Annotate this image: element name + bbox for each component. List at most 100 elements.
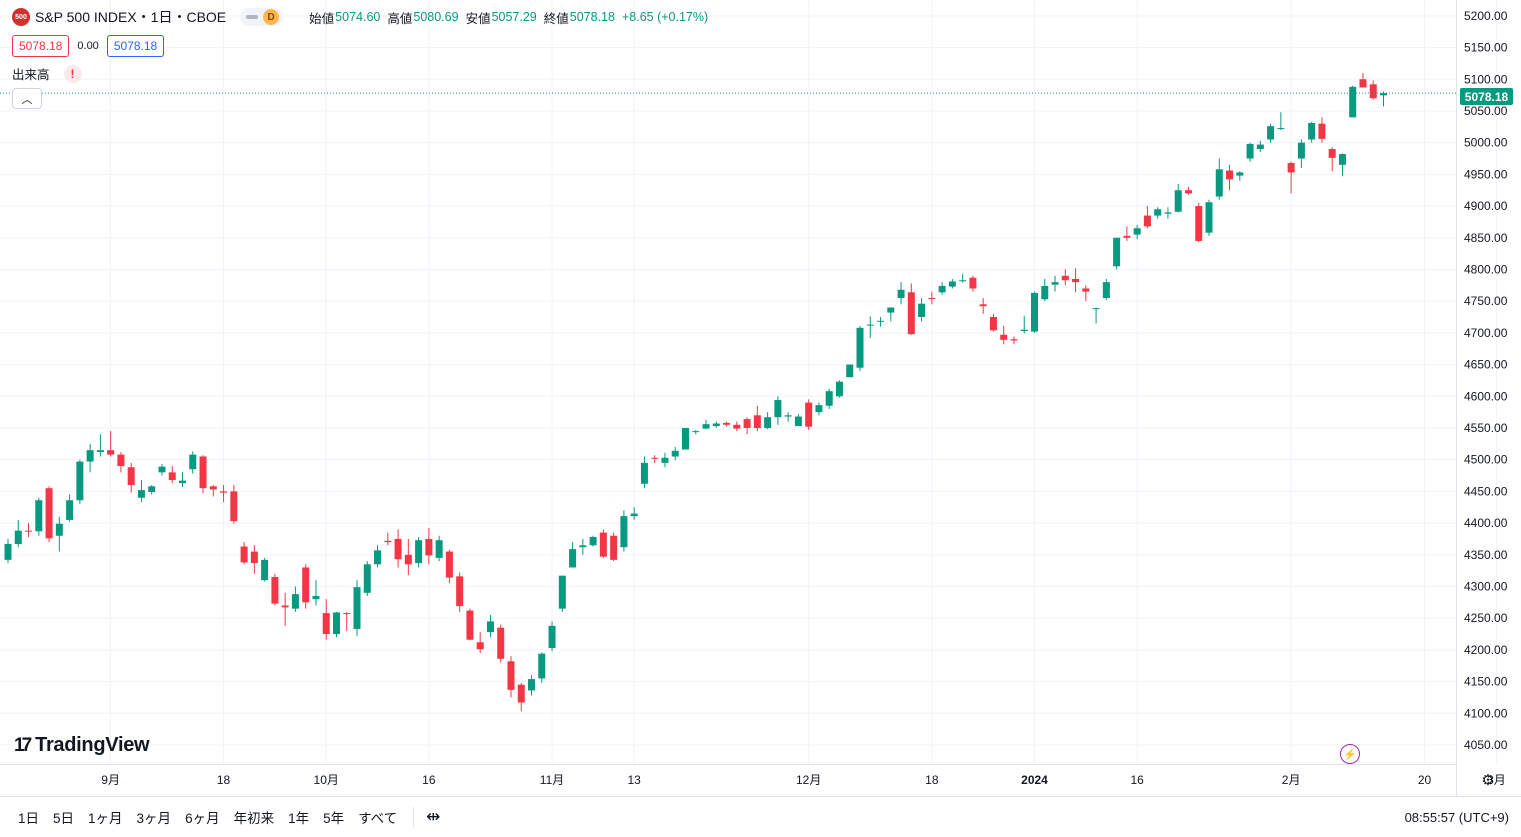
brand-name: TradingView	[35, 734, 150, 756]
candle	[1102, 278, 1110, 300]
candle-body	[1143, 215, 1151, 227]
order-buttons: 5078.18 0.00 5078.18	[12, 35, 165, 57]
candle	[25, 523, 33, 538]
price-tick-label: 4400.00	[1464, 516, 1508, 530]
candle-body	[774, 400, 782, 418]
price-tick-label: 4300.00	[1464, 579, 1508, 593]
lightning-icon[interactable]: ⚡	[1340, 744, 1360, 764]
timeframe-5y[interactable]: 5年	[323, 811, 345, 826]
alert-icon[interactable]: !	[63, 64, 82, 83]
candle-body	[271, 576, 279, 604]
candle	[692, 429, 700, 435]
candle	[856, 325, 864, 371]
market-status-icon	[246, 15, 259, 19]
buy-button[interactable]: 5078.18	[106, 35, 165, 57]
candle-body	[240, 546, 248, 563]
candle	[969, 275, 977, 292]
price-tick-label: 4450.00	[1464, 484, 1508, 498]
candle-body	[1380, 93, 1388, 96]
high-label: 高値	[387, 11, 413, 26]
gear-icon[interactable]: ⚙	[1481, 772, 1495, 789]
data-delay-badge[interactable]: D	[263, 9, 280, 25]
time-tick-label: 2024	[1021, 773, 1048, 787]
candle-body	[517, 684, 525, 703]
timeframe-5d[interactable]: 5日	[53, 811, 75, 826]
timeframe-3m[interactable]: 3ヶ月	[136, 811, 172, 826]
timeframe-ytd[interactable]: 年初来	[233, 811, 275, 826]
candle-body	[466, 610, 474, 640]
change-value: +8.65 (+0.17%)	[621, 10, 709, 24]
candle-body	[1051, 282, 1059, 285]
clock-timezone[interactable]: 08:55:57 (UTC+9)	[1404, 809, 1509, 825]
candle-body	[497, 627, 505, 659]
candle-body	[179, 480, 187, 484]
last-price-label: 5078.18	[1460, 88, 1513, 105]
timeframe-6m[interactable]: 6ヶ月	[185, 811, 220, 826]
calendar-range-icon[interactable]: ⇹	[426, 807, 441, 826]
price-tick-label: 5200.00	[1464, 9, 1508, 23]
candle-body	[261, 559, 269, 581]
candle-body	[230, 491, 238, 522]
candle	[35, 497, 43, 536]
candle	[1164, 207, 1172, 219]
candle	[764, 412, 772, 430]
time-tick-label: 11月	[540, 773, 564, 787]
candle	[1287, 161, 1295, 194]
candle	[548, 621, 556, 652]
candle-body	[1092, 308, 1100, 310]
timeframe-all[interactable]: すべて	[358, 811, 398, 826]
candle	[1041, 278, 1049, 302]
chart-grid	[0, 0, 1497, 764]
candle	[959, 273, 967, 283]
timeframe-1d[interactable]: 1日	[18, 811, 40, 826]
candle	[794, 414, 802, 427]
time-tick-label: 13	[627, 773, 641, 787]
candle-body	[692, 431, 700, 433]
candle	[651, 455, 659, 463]
candle-body	[1359, 79, 1367, 88]
candle	[784, 412, 792, 422]
candle-body	[866, 324, 874, 326]
timeframe-1y[interactable]: 1年	[288, 811, 310, 826]
candle-body	[548, 625, 556, 648]
candle-body	[1164, 212, 1172, 214]
candle-body	[445, 551, 453, 578]
candle-body	[425, 538, 433, 556]
interval-pill[interactable]: D	[240, 8, 284, 26]
candle	[866, 316, 874, 338]
candle-body	[1318, 123, 1326, 139]
candle-body	[723, 422, 731, 425]
candle-body	[1328, 148, 1336, 158]
symbol-title[interactable]: S&P 500 INDEX・1日・CBOE	[35, 9, 227, 25]
candle-body	[630, 513, 638, 517]
candle	[558, 575, 566, 612]
candle-body	[35, 500, 43, 532]
timeframe-1m[interactable]: 1ヶ月	[88, 811, 123, 826]
candle	[456, 572, 464, 612]
candle-body	[610, 535, 618, 560]
candle-body	[1236, 172, 1244, 176]
symbol-logo-icon[interactable]: 500	[12, 8, 30, 26]
candle	[579, 538, 587, 555]
price-tick-label: 4150.00	[1464, 675, 1508, 689]
candle	[517, 682, 525, 712]
volume-label[interactable]: 出来高	[12, 68, 50, 82]
low-value: 5057.29	[491, 10, 537, 24]
candle-body	[384, 540, 392, 543]
candle-body	[343, 613, 351, 615]
candle-body	[250, 551, 258, 564]
candle-body	[394, 538, 402, 560]
price-chart[interactable]: 4050.00 4100.00 4150.00 4200.00 4250.00 4300.…	[0, 0, 1521, 796]
candle	[415, 537, 423, 568]
price-tick-label: 4850.00	[1464, 231, 1508, 245]
sell-button[interactable]: 5078.18	[12, 35, 70, 57]
collapse-legend-button[interactable]: ︿	[12, 88, 42, 109]
candle	[1143, 206, 1151, 229]
time-tick-label: 12月	[796, 773, 821, 787]
tradingview-logo[interactable]: 17 TradingView	[14, 734, 150, 757]
price-tick-label: 4950.00	[1464, 167, 1508, 181]
candle-body	[1082, 288, 1090, 292]
candle-body	[620, 516, 628, 548]
candle	[332, 611, 340, 638]
chart-legend-header: 500 S&P 500 INDEX・1日・CBOE D 始値 5074.60 高…	[12, 7, 708, 27]
